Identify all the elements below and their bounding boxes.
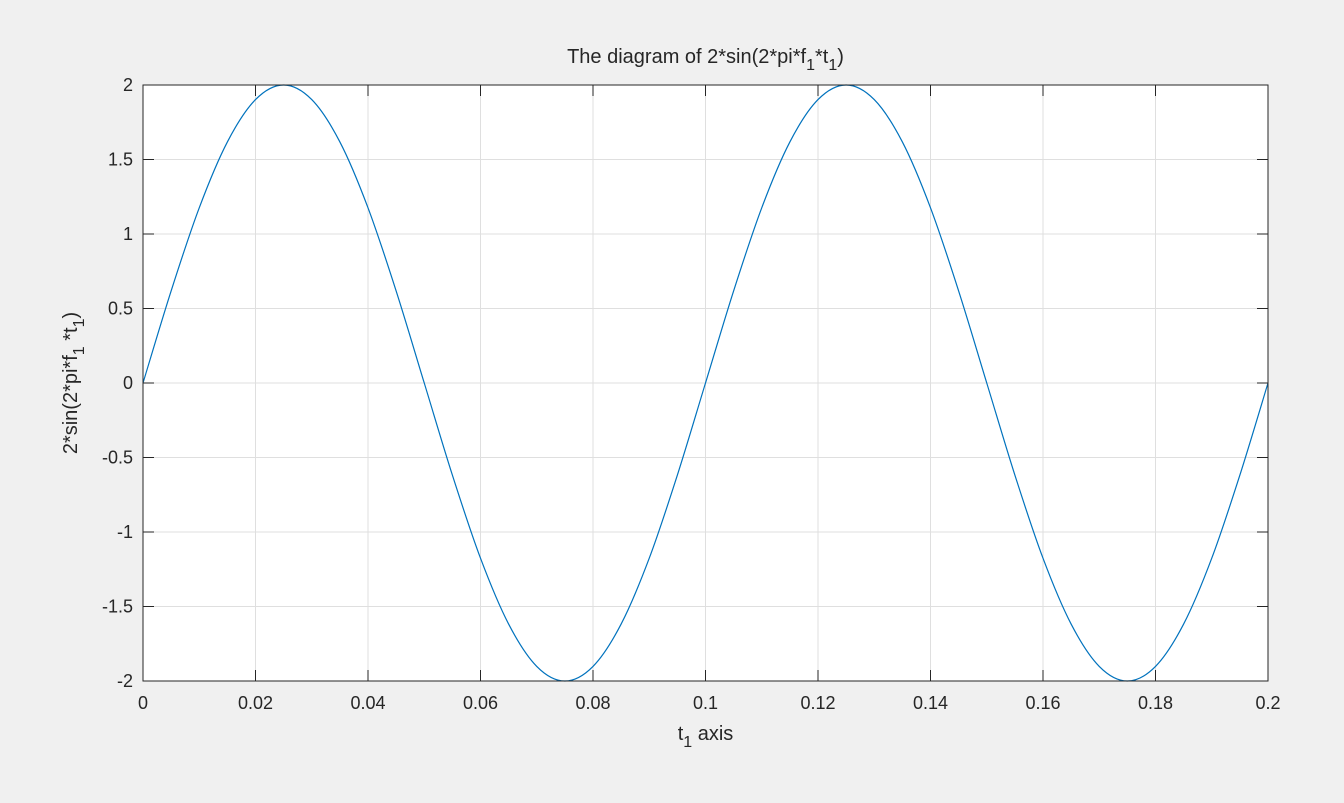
x-tick-label: 0.16 <box>1025 693 1060 713</box>
y-tick-label: 1 <box>123 224 133 244</box>
series-line <box>142 84 1269 682</box>
label-text: ) <box>837 46 844 68</box>
y-tick-label: 1.5 <box>108 150 133 170</box>
label-text: t <box>678 723 684 745</box>
label-text: ) <box>60 312 82 319</box>
label-text: *t <box>815 46 829 68</box>
subscript-text: 1 <box>806 57 815 74</box>
y-tick-label: 0.5 <box>108 299 133 319</box>
y-tick-label: 0 <box>123 373 133 393</box>
x-tick-label: 0.2 <box>1255 693 1280 713</box>
x-tick-label: 0.18 <box>1138 693 1173 713</box>
x-tick-label: 0.14 <box>913 693 948 713</box>
x-tick-label: 0.12 <box>800 693 835 713</box>
x-tick-label: 0.04 <box>350 693 385 713</box>
y-tick-label: -2 <box>117 671 133 691</box>
y-axis-label: 2*sin(2*pi*f1 *t1) <box>60 312 88 454</box>
y-tick-label: -0.5 <box>102 448 133 468</box>
x-tick-label: 0.02 <box>238 693 273 713</box>
x-tick-label: 0 <box>138 693 148 713</box>
x-tick-label: 0.1 <box>693 693 718 713</box>
x-tick-label: 0.08 <box>575 693 610 713</box>
subscript-text: 1 <box>828 57 837 74</box>
chart-title: The diagram of 2*sin(2*pi*f1*t1) <box>567 46 844 74</box>
y-tick-label: 2 <box>123 75 133 95</box>
label-text: *t <box>60 327 82 346</box>
subscript-text: 1 <box>71 318 88 327</box>
subscript-text: 1 <box>683 734 692 751</box>
series-layer <box>142 84 1269 682</box>
tick-layer: 0 0.02 0.04 0.06 0.08 0.1 0.12 0.14 0.16 0.18 0.2 -… <box>102 75 1281 713</box>
x-axis-label: t1 axis <box>678 723 734 751</box>
grid-layer <box>143 85 1268 681</box>
label-text: The diagram of 2*sin(2*pi*f <box>567 46 806 68</box>
label-text: axis <box>692 723 733 745</box>
y-tick-label: -1.5 <box>102 597 133 617</box>
subscript-text: 1 <box>71 346 88 355</box>
label-text: 2*sin(2*pi*f <box>60 355 82 454</box>
y-tick-label: -1 <box>117 522 133 542</box>
x-tick-label: 0.06 <box>463 693 498 713</box>
